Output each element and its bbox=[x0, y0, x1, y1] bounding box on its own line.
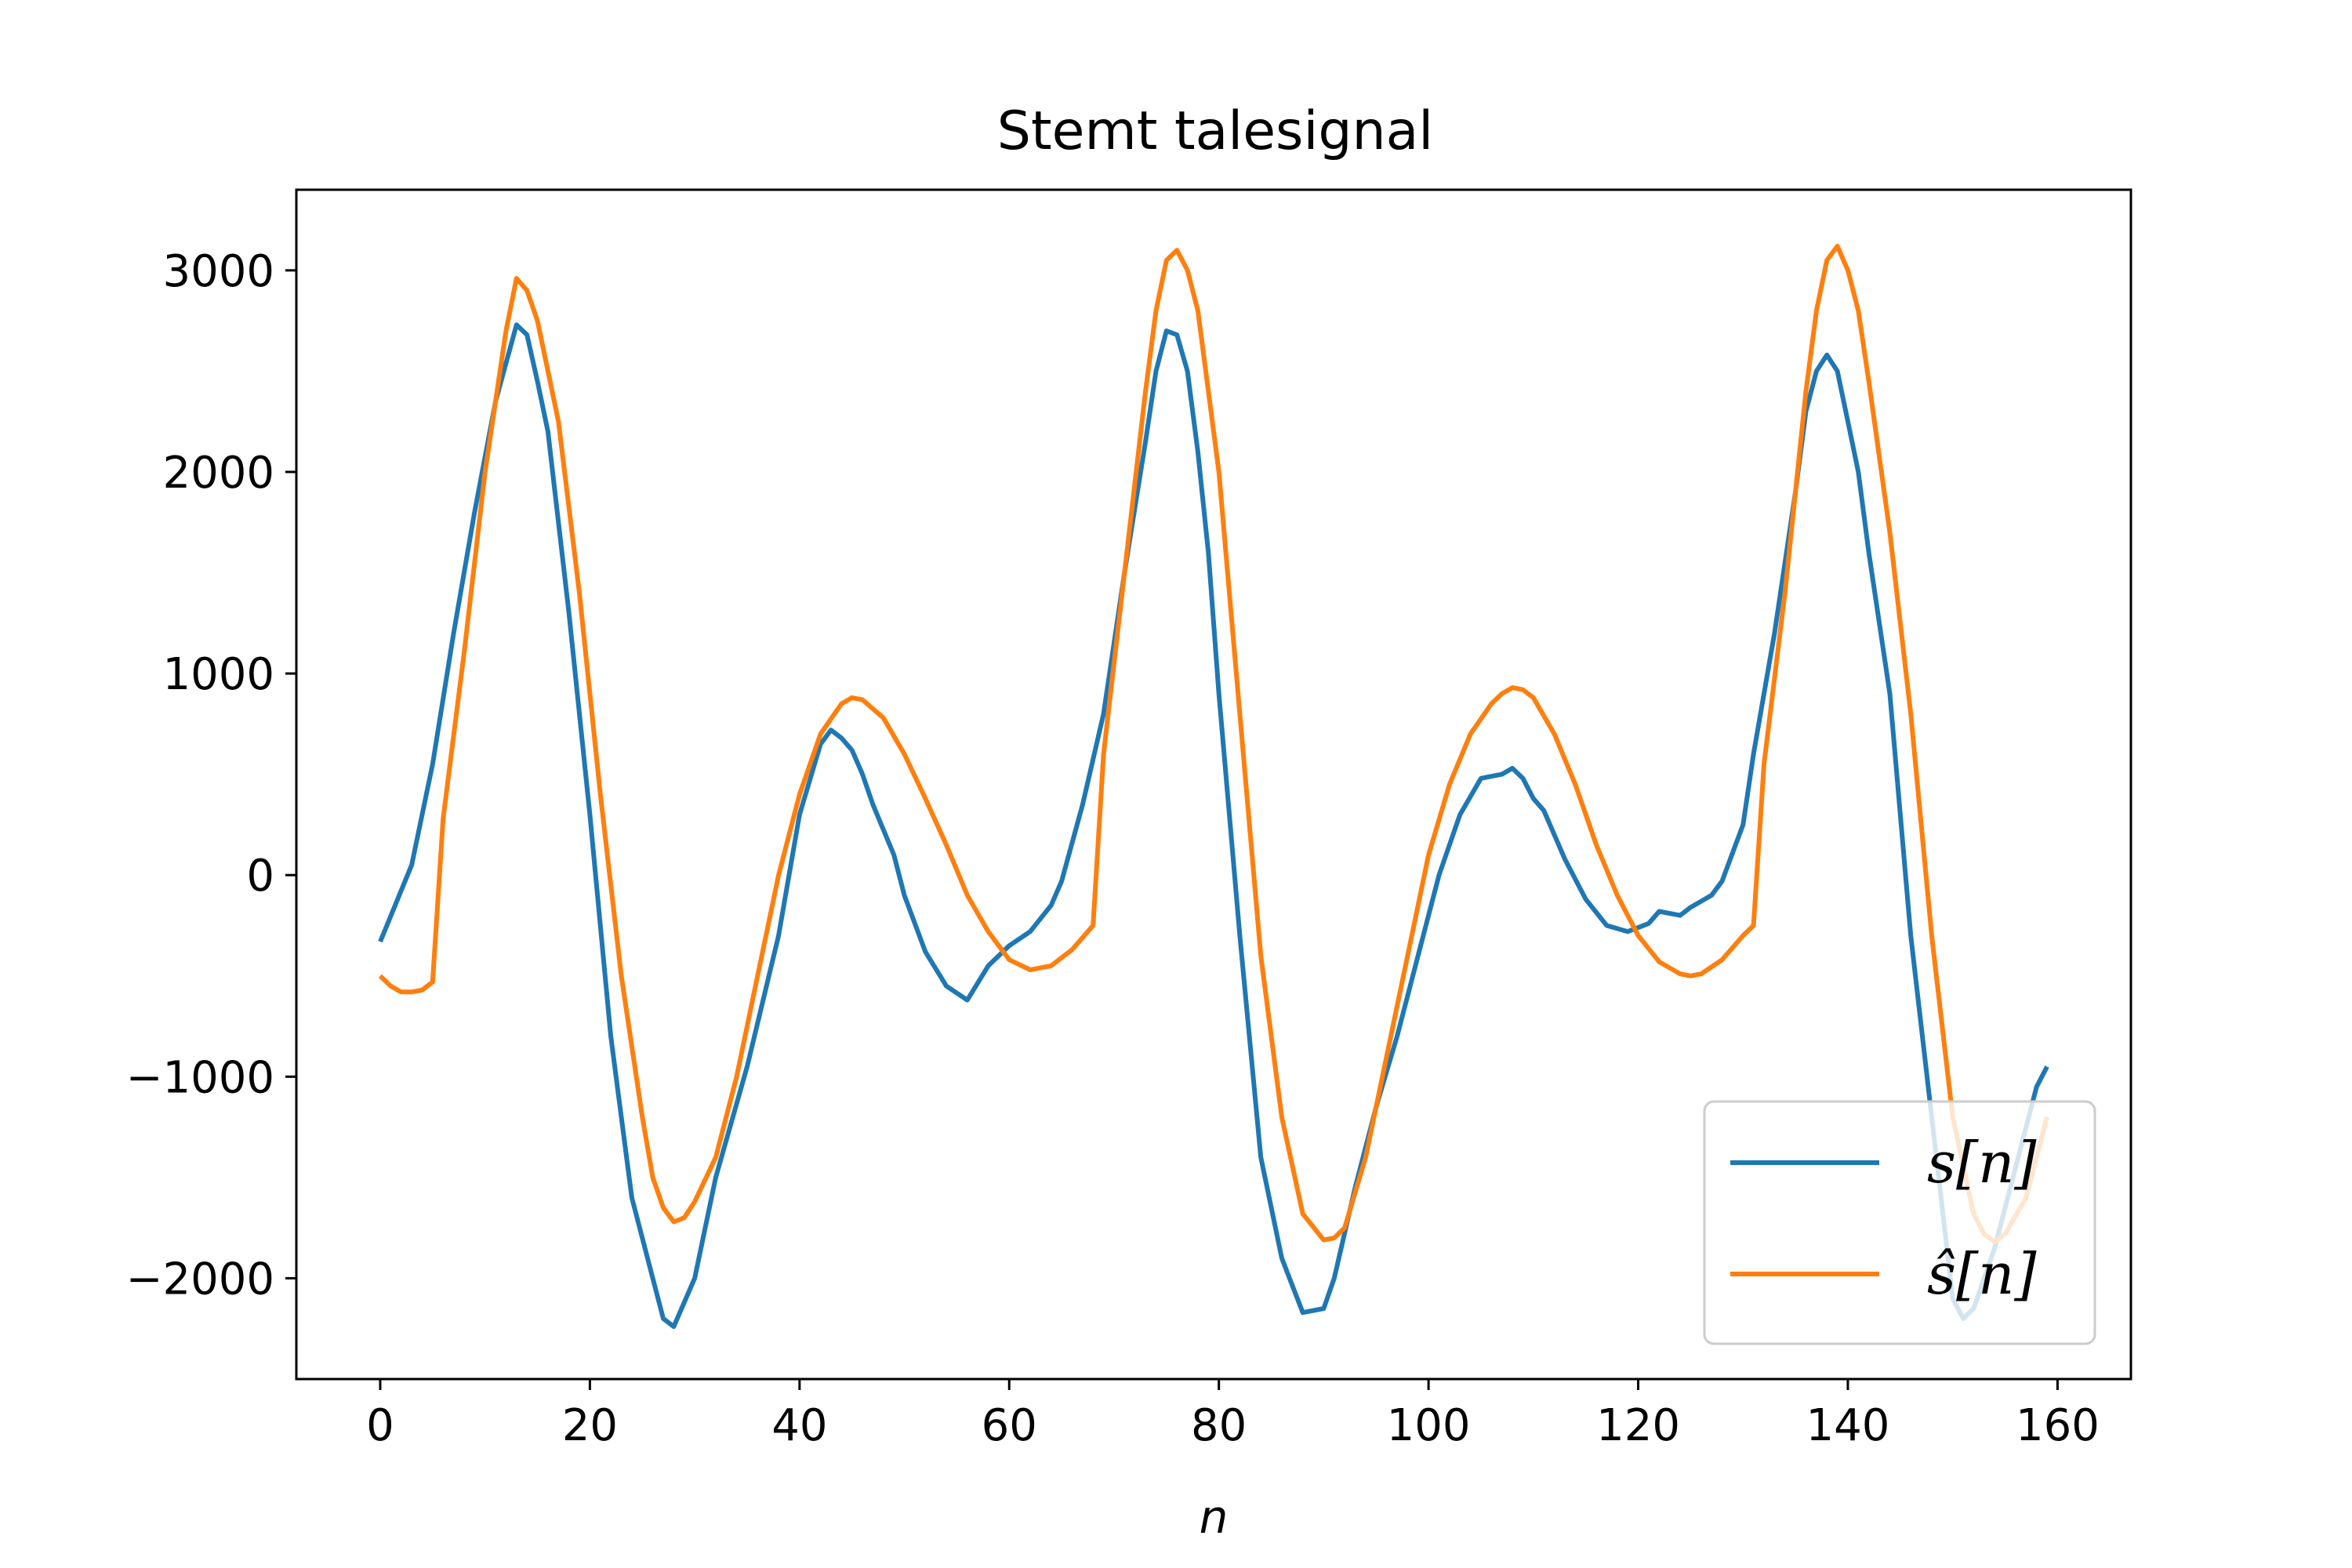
x-axis: 0 20 40 60 80 100 120 140 160 bbox=[366, 1379, 2100, 1451]
legend-label-s: s[n] bbox=[1927, 1130, 2037, 1196]
y-tick-label: 2000 bbox=[162, 448, 274, 499]
legend: s[n] ŝ[n] bbox=[1703, 1100, 2096, 1345]
x-tick-label: 40 bbox=[771, 1400, 827, 1451]
x-tick-label: 20 bbox=[562, 1400, 618, 1451]
plot-area bbox=[295, 188, 2132, 1381]
x-tick-label: 60 bbox=[982, 1400, 1037, 1451]
y-axis: −2000 −1000 0 1000 2000 3000 bbox=[126, 246, 296, 1305]
x-tick-label: 140 bbox=[1806, 1400, 1890, 1451]
y-tick-label: 0 bbox=[246, 851, 274, 902]
plot-frame bbox=[295, 188, 2132, 1381]
x-tick-label: 0 bbox=[366, 1400, 394, 1451]
y-tick-label: 3000 bbox=[162, 246, 274, 297]
x-tick-label: 100 bbox=[1387, 1400, 1471, 1451]
y-tick-label: −2000 bbox=[126, 1254, 274, 1305]
x-tick-label: 80 bbox=[1191, 1400, 1247, 1451]
y-tick-label: −1000 bbox=[126, 1052, 274, 1103]
y-tick-label: 1000 bbox=[162, 649, 274, 700]
series-line-s-hat bbox=[378, 244, 2049, 1245]
x-tick-label: 160 bbox=[2016, 1400, 2100, 1451]
series-layer bbox=[378, 244, 2049, 1330]
chart-title: Stemt talesignal bbox=[997, 100, 1433, 162]
legend-label-s-hat: ŝ[n] bbox=[1927, 1241, 2037, 1307]
x-tick-label: 120 bbox=[1596, 1400, 1680, 1451]
x-axis-label: n bbox=[1200, 1490, 1229, 1544]
